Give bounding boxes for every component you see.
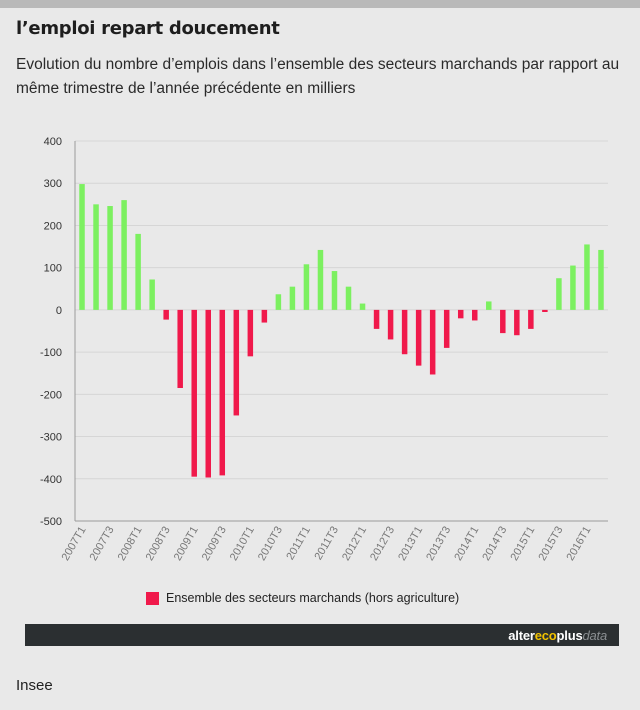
bar	[205, 309, 211, 478]
bar	[415, 309, 422, 366]
y-tick-label: -300	[40, 432, 62, 444]
bar	[135, 233, 141, 310]
bar	[219, 309, 226, 476]
bar	[373, 309, 380, 329]
footer-band: alterecoplusdata	[25, 624, 619, 646]
y-tick-label: -200	[40, 389, 62, 401]
y-tick-label: 100	[44, 263, 62, 275]
bar	[261, 309, 268, 323]
x-tick-label: 2014T1	[452, 525, 481, 563]
bar	[556, 278, 562, 310]
x-tick-label: 2012T3	[368, 525, 397, 563]
bar	[107, 206, 113, 310]
y-tick-label: 400	[44, 136, 62, 148]
bar	[317, 249, 324, 310]
y-tick-label: 300	[44, 178, 62, 190]
legend-label: Ensemble des secteurs marchands (hors ag…	[166, 591, 460, 605]
bar	[247, 309, 254, 357]
x-tick-label: 2007T1	[60, 525, 89, 563]
x-tick-label: 2009T3	[200, 525, 229, 563]
x-tick-label: 2011T1	[284, 525, 313, 563]
bar	[570, 265, 576, 310]
bar	[149, 279, 155, 310]
bar	[598, 249, 604, 310]
bar	[289, 286, 296, 310]
bar	[514, 309, 520, 336]
x-tick-label: 2013T1	[396, 525, 425, 563]
bar	[331, 271, 338, 310]
y-tick-label: -400	[40, 474, 62, 486]
bar	[500, 309, 506, 334]
y-tick-label: -500	[40, 516, 62, 528]
x-tick-label: 2013T3	[424, 525, 453, 563]
legend-swatch	[146, 591, 159, 605]
bar	[472, 309, 478, 321]
x-tick-label: 2007T3	[88, 525, 117, 563]
x-tick-label: 2009T1	[172, 525, 201, 563]
bar	[401, 309, 408, 355]
bar	[457, 309, 464, 319]
brand-logo: alterecoplusdata	[508, 627, 607, 643]
bar	[443, 309, 450, 348]
bar	[584, 244, 590, 310]
bar	[233, 309, 240, 416]
y-tick-label: -100	[40, 347, 62, 359]
x-tick-label: 2008T1	[116, 525, 145, 563]
x-tick-label: 2010T1	[228, 525, 257, 563]
x-tick-label: 2016T1	[565, 525, 594, 563]
x-tick-label: 2011T3	[312, 525, 341, 563]
x-tick-label: 2015T3	[536, 525, 565, 563]
bar	[303, 264, 310, 310]
x-tick-label: 2015T1	[508, 525, 537, 563]
chart-title: l’emploi repart doucement	[16, 18, 280, 39]
bar	[359, 303, 366, 310]
bar	[387, 309, 394, 340]
bar	[79, 184, 85, 310]
bar	[177, 309, 183, 388]
bar	[486, 301, 492, 310]
bar	[93, 204, 99, 310]
x-tick-label: 2014T3	[480, 525, 509, 563]
y-tick-label: 0	[56, 305, 62, 317]
bar	[429, 309, 436, 375]
bar	[191, 309, 197, 477]
x-tick-label: 2012T1	[340, 525, 369, 563]
source-label: Insee	[16, 677, 53, 694]
bar	[528, 309, 534, 329]
chart-subtitle: Evolution du nombre d’emplois dans l’ens…	[16, 56, 620, 97]
x-tick-label: 2008T3	[144, 525, 173, 563]
top-bar	[0, 0, 640, 8]
bar	[121, 200, 127, 310]
x-tick-label: 2010T3	[256, 525, 285, 563]
y-tick-label: 200	[44, 220, 62, 232]
bar	[542, 309, 548, 312]
bar	[163, 309, 169, 320]
legend: Ensemble des secteurs marchands (hors ag…	[146, 589, 459, 607]
bar	[345, 286, 352, 310]
bar	[275, 294, 282, 310]
